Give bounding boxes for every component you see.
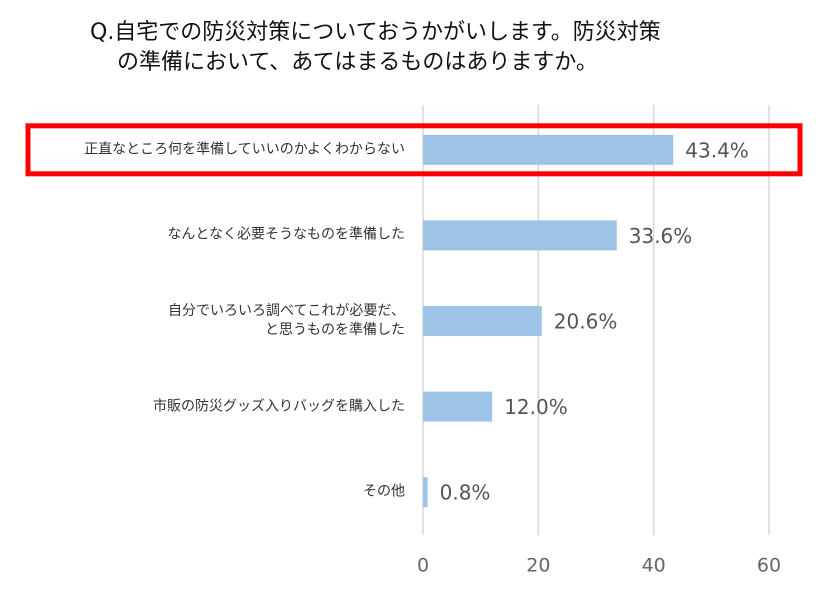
- value-label: 12.0%: [504, 395, 568, 419]
- bar: [423, 220, 617, 251]
- value-label: 33.6%: [629, 224, 693, 248]
- y-tick-label: 自分でいろいろ調べてこれが必要だ、 と思うものを準備した: [167, 303, 405, 338]
- bar: [423, 391, 493, 422]
- value-label: 20.6%: [554, 310, 618, 334]
- y-tick-label: 正直なところ何を準備していいのかよくわからない: [84, 141, 405, 158]
- x-tick-label: 60: [757, 555, 781, 577]
- bar: [423, 134, 674, 165]
- x-tick-label: 40: [642, 555, 666, 577]
- y-tick-label: なんとなく必要そうなものを準備した: [167, 226, 405, 243]
- x-tick-label: 20: [526, 555, 550, 577]
- chart-title: Q.自宅での防災対策についておうかがいします。防災対策: [90, 20, 661, 45]
- value-label: 43.4%: [685, 138, 749, 162]
- bar: [423, 477, 428, 508]
- bar: [423, 306, 542, 336]
- y-tick-label: その他: [363, 483, 405, 500]
- value-label: 0.8%: [440, 481, 491, 505]
- x-tick-label: 0: [417, 555, 429, 577]
- y-tick-label: 市販の防災グッズ入りバッグを購入した: [153, 398, 405, 415]
- chart-title: の準備において、あてはまるものはありますか。: [117, 50, 598, 75]
- highlight-box: [25, 123, 803, 177]
